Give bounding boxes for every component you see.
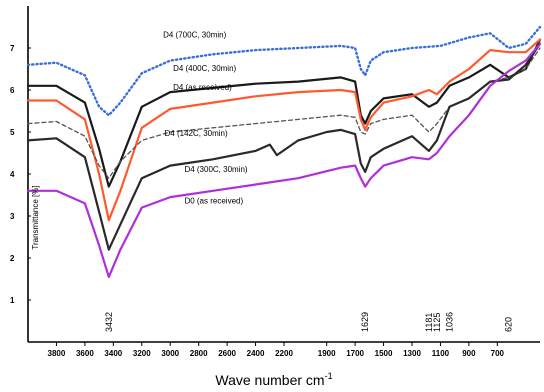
y-tick-label: 1 (10, 296, 15, 305)
x-tick-label: 700 (491, 349, 505, 358)
y-tick-label: 3 (10, 212, 15, 221)
x-tick-label: 2600 (218, 349, 236, 358)
y-tick-label: 6 (10, 86, 15, 95)
x-tick-label: 1700 (346, 349, 364, 358)
x-tick-label: 1100 (432, 349, 450, 358)
series-annotation: D4 (as received) (173, 83, 232, 92)
series-line-2 (26, 38, 542, 188)
x-tick-label: 2800 (190, 349, 208, 358)
peak-label: 1181 (424, 313, 434, 332)
x-tick-label: 3800 (48, 349, 66, 358)
x-tick-label: 1300 (403, 349, 421, 358)
series-line-5 (26, 42, 542, 251)
x-tick-label: 1900 (318, 349, 336, 358)
y-tick-label: 7 (10, 44, 15, 53)
x-tick-label: 1500 (375, 349, 393, 358)
series-annotation: D4 (400C, 30min) (173, 64, 236, 73)
x-tick-label: 3600 (76, 349, 94, 358)
x-axis-label: Wave number cm-1 (215, 371, 332, 388)
series-line-3 (26, 38, 542, 222)
y-tick-group: 1 2 3 4 5 6 7 (10, 44, 31, 305)
x-axis-label-text: Wave number cm (215, 372, 324, 388)
series-annotation: D4 (700C, 30min) (163, 31, 226, 40)
series-line-1 (26, 25, 542, 117)
x-tick-label: 900 (462, 349, 476, 358)
peak-label: 3432 (104, 312, 114, 332)
x-tick-label: 2400 (247, 349, 265, 358)
series-line-4 (27, 47, 541, 179)
x-tick-group: 3800 3600 3400 3200 3000 2800 2600 2400 2200 1900… (48, 342, 505, 358)
peak-label: 1125 (432, 313, 442, 332)
peak-label: 1036 (445, 312, 455, 332)
x-tick-label: 3400 (104, 349, 122, 358)
series-annotation: D4 (300C, 30min) (184, 165, 247, 174)
y-tick-label: 2 (10, 254, 15, 263)
series-line-6 (26, 42, 542, 278)
x-tick-label: 3200 (133, 349, 151, 358)
y-tick-label: 4 (10, 170, 15, 179)
annotation-group: D4 (700C, 30min) D4 (400C, 30min) D4 (as r… (163, 31, 248, 206)
x-tick-label: 3000 (161, 349, 179, 358)
peak-label: 1629 (360, 312, 370, 332)
x-axis-label-superscript: -1 (325, 371, 333, 381)
y-axis-label: Transmittance [%] (31, 185, 40, 249)
y-tick-label: 5 (10, 128, 15, 137)
series-annotation: D4 (142C, 30min) (165, 129, 228, 138)
series-annotation: D0 (as received) (184, 196, 243, 205)
peak-label: 620 (504, 317, 514, 332)
x-tick-label: 2200 (275, 349, 293, 358)
series-group (26, 25, 542, 278)
